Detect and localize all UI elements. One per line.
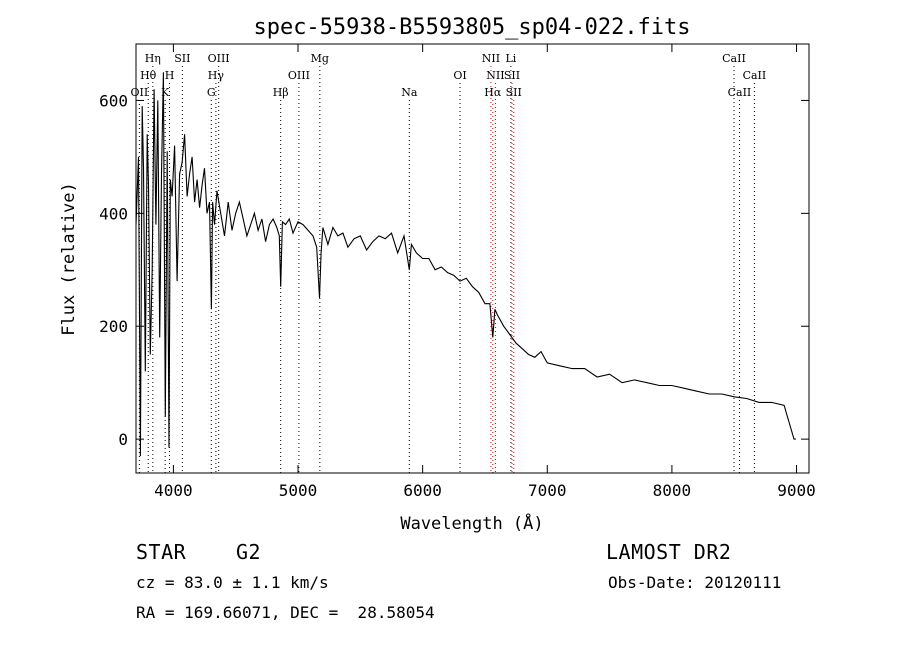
line-marker-label: OI xyxy=(453,69,466,82)
y-tick-label: 200 xyxy=(99,317,128,336)
line-marker-label: Hβ xyxy=(273,86,289,99)
line-marker-label: Na xyxy=(401,86,418,99)
line-marker-label: OIII xyxy=(208,52,230,65)
redshift-readout: cz = 83.0 ± 1.1 km/s xyxy=(136,573,329,592)
observation-date: Obs-Date: 20120111 xyxy=(608,573,782,592)
line-marker-label: SII xyxy=(174,52,190,65)
line-marker-label: CaII xyxy=(743,69,767,82)
line-marker-label: CaII xyxy=(722,52,746,65)
spectrum-line xyxy=(135,72,796,457)
line-marker-label: NII xyxy=(482,52,500,65)
line-marker-label: Hγ xyxy=(208,69,225,82)
chart-title: spec-55938-B5593805_sp04-022.fits xyxy=(253,15,690,40)
line-marker-label: Hη xyxy=(145,52,161,65)
x-tick-label: 4000 xyxy=(154,481,193,500)
y-axis-label: Flux (relative) xyxy=(59,182,79,336)
line-marker-label: OII xyxy=(131,86,149,99)
y-tick-label: 0 xyxy=(118,430,128,449)
line-marker-label: H xyxy=(165,69,175,82)
line-marker-label: SII xyxy=(506,86,522,99)
object-class: STAR xyxy=(136,540,187,564)
spectral-subclass: G2 xyxy=(236,540,262,564)
line-marker-label: K xyxy=(161,86,170,99)
line-marker-label: Hθ xyxy=(140,69,157,82)
line-marker-label: G xyxy=(207,86,216,99)
axis-ticks: 4000 5000 6000 7000 8000 9000 0 200 400 600 xyxy=(99,44,816,500)
x-tick-label: 5000 xyxy=(279,481,318,500)
x-tick-label: 6000 xyxy=(403,481,442,500)
y-tick-label: 600 xyxy=(99,91,128,110)
line-marker-label: OIII xyxy=(288,69,310,82)
coordinates-readout: RA = 169.66071, DEC = 28.58054 xyxy=(136,603,435,622)
x-tick-label: 7000 xyxy=(528,481,567,500)
plot-frame xyxy=(135,43,810,474)
x-axis-label: Wavelength (Å) xyxy=(400,512,543,534)
x-tick-label: 9000 xyxy=(777,481,816,500)
line-marker-label: CaII xyxy=(728,86,752,99)
line-marker-layer: OIIHθHηKHSIIGHγOIIIHβOIIIMgNaOINIIHαNIIL… xyxy=(131,52,767,473)
survey-name: LAMOST DR2 xyxy=(606,540,732,564)
line-marker-label: Mg xyxy=(311,52,329,65)
line-marker-label: Hα xyxy=(484,86,502,99)
y-tick-label: 400 xyxy=(99,204,128,223)
line-marker-label: Li xyxy=(505,52,516,65)
line-marker-label: NII xyxy=(486,69,504,82)
x-tick-label: 8000 xyxy=(653,481,692,500)
line-marker-label: SII xyxy=(504,69,520,82)
